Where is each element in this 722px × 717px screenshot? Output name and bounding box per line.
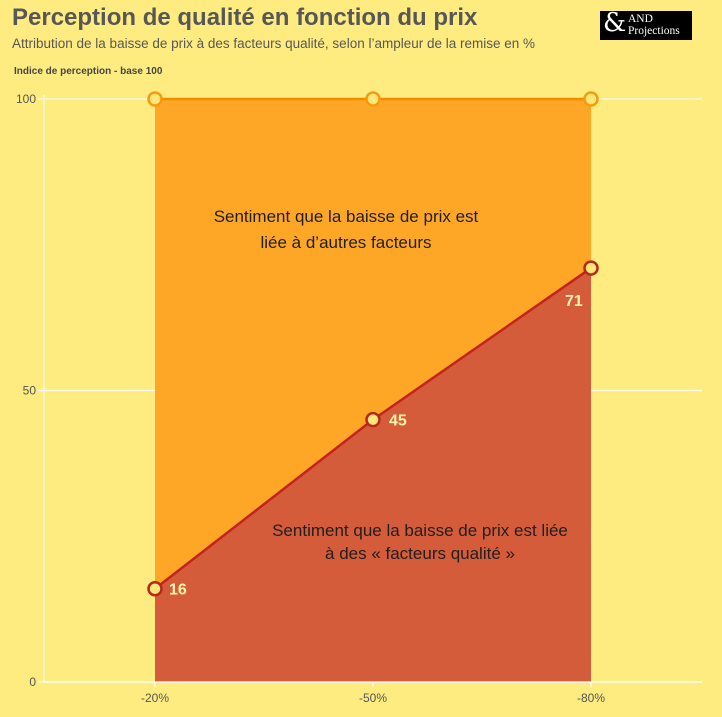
y-tick-label: 100 xyxy=(16,92,36,106)
brand-logo: & AND Projections xyxy=(600,8,692,40)
y-tick-label: 0 xyxy=(29,675,36,689)
data-label: 71 xyxy=(565,293,583,310)
data-label: 45 xyxy=(389,413,407,430)
point-other-factors xyxy=(365,91,381,107)
area-other-factors xyxy=(155,99,591,589)
annotation-other-factors-line1: Sentiment que la baisse de prix est xyxy=(214,207,479,226)
chart-subtitle: Attribution de la baisse de prix à des f… xyxy=(12,36,536,51)
annotation-other-factors-line2: liée à d’autres facteurs xyxy=(260,233,431,252)
x-tick-label: -50% xyxy=(359,691,387,705)
area-quality-factors xyxy=(155,268,591,682)
annotation-quality-factors-line1: Sentiment que la baisse de prix est liée xyxy=(272,521,568,540)
point-other-factors xyxy=(583,91,599,107)
logo-line-1: AND xyxy=(628,13,653,25)
y-tick-label: 50 xyxy=(23,384,37,398)
y-axis-title: Indice de perception - base 100 xyxy=(14,66,163,77)
point-quality-factors xyxy=(147,580,163,597)
x-tick-label: -20% xyxy=(141,691,169,705)
data-label: 16 xyxy=(169,582,187,599)
point-quality-factors xyxy=(365,411,381,428)
x-tick-label: -80% xyxy=(577,691,605,705)
point-other-factors xyxy=(147,91,163,107)
point-quality-factors xyxy=(583,260,599,276)
annotation-quality-factors-line2: à des « facteurs qualité » xyxy=(325,544,515,563)
ampersand-icon: & xyxy=(603,8,627,38)
chart-title: Perception de qualité en fonction du pri… xyxy=(12,4,478,31)
logo-line-2: Projections xyxy=(628,25,680,37)
